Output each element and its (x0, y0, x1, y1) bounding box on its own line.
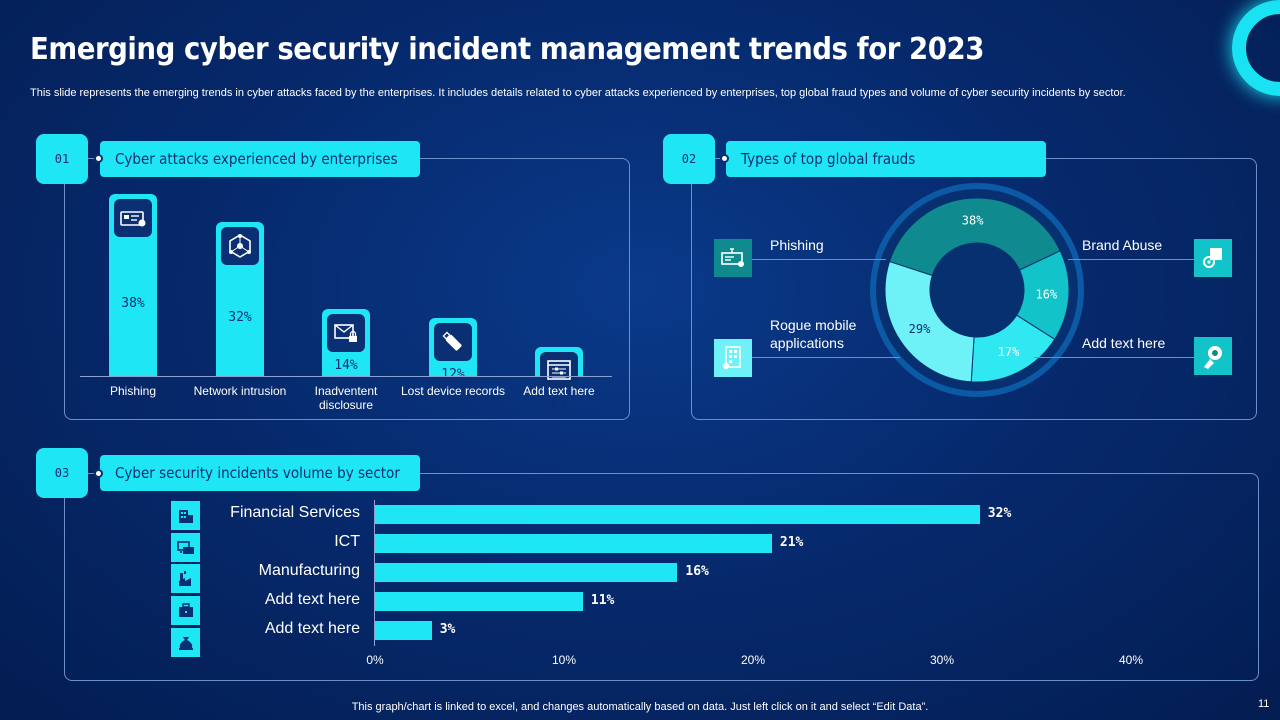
chart1-value-label: 14% (334, 357, 358, 373)
brand-abuse-icon (1194, 239, 1232, 277)
fraud-leader-line (752, 357, 900, 358)
chart3-bar (375, 534, 772, 553)
fraud-label: Phishing (770, 237, 824, 253)
chart1-value-label: 38% (121, 295, 145, 311)
chart3-bar (375, 621, 432, 640)
panel-global-frauds (691, 158, 1257, 420)
heading-dot (94, 154, 103, 163)
bank-icon (171, 501, 200, 530)
chart3-x-tick: 0% (366, 653, 384, 667)
fraud-label: Brand Abuse (1082, 237, 1163, 253)
chart1-category-label: Lost device records (400, 384, 506, 398)
chart3-category-label: ICT (334, 533, 360, 550)
chart3-value-label: 16% (685, 564, 709, 579)
section-number-01: 01 (36, 134, 88, 184)
chart3-value-label: 21% (779, 535, 804, 550)
fraud-label: Add text here (1082, 335, 1166, 351)
heading-dot (94, 469, 103, 478)
chart3-value-label: 3% (439, 622, 456, 637)
section-heading-01: Cyber attacks experienced by enterprises (100, 141, 420, 177)
computer-icon (171, 533, 200, 562)
briefcase-icon (171, 596, 200, 625)
section-number-02: 02 (663, 134, 715, 184)
chart1-category-label: Inadventent disclosure (314, 384, 378, 412)
decorative-ring (1232, 0, 1280, 96)
page-title: Emerging cyber security incident managem… (30, 32, 984, 67)
chart3-category-label: Manufacturing (258, 562, 360, 579)
chart3-axis-line (374, 500, 375, 646)
chart1-category-label: Add text here (523, 384, 595, 398)
chart3-x-tick: 20% (740, 653, 766, 667)
panel-sector-incidents (64, 473, 1259, 681)
usb-drive-icon (434, 323, 472, 362)
fraud-label: Rogue mobile applications (770, 317, 857, 351)
chart3-x-tick: 40% (1118, 653, 1144, 667)
chart3-category-label: Add text here (264, 591, 360, 608)
section-heading-03: Cyber security incidents volume by secto… (100, 455, 420, 491)
chart3-x-tick: 30% (929, 653, 955, 667)
chart3-category-label: Financial Services (230, 504, 360, 521)
chart1-value-label: 12% (441, 367, 465, 383)
money-bag-icon (171, 628, 200, 657)
phishing-icon (714, 239, 752, 277)
chart1-value-label: 32% (228, 310, 252, 326)
chart3-value-label: 11% (590, 593, 615, 608)
fraud-leader-line (1068, 259, 1194, 260)
chart3-bar (375, 592, 583, 611)
fraud-leader-line (752, 259, 886, 260)
footer-note: This graph/chart is linked to excel, and… (351, 701, 929, 713)
email-lock-icon (327, 313, 365, 352)
hacker-icon (1194, 337, 1232, 375)
page-number: 11 (1258, 698, 1270, 710)
chart1-category-label: Phishing (109, 384, 157, 398)
chart1-category-label: Network intrusion (193, 384, 287, 398)
heading-dot (720, 154, 729, 163)
chart3-value-label: 32% (987, 506, 1012, 521)
chart3-bar (375, 505, 980, 524)
chart3-category-label: Add text here (264, 620, 360, 637)
chart3-bar (375, 563, 678, 582)
section-number-03: 03 (36, 448, 88, 498)
section-heading-02: Types of top global frauds (726, 141, 1046, 177)
browser-settings-icon (540, 352, 578, 391)
id-card-icon (114, 198, 152, 237)
page-subtitle: This slide represents the emerging trend… (30, 87, 1126, 99)
chart3-x-tick: 10% (551, 653, 577, 667)
network-icon (221, 227, 259, 266)
factory-icon (171, 564, 200, 593)
chart1-axis-line (80, 376, 612, 377)
mobile-app-icon (714, 339, 752, 377)
chart1-value-label: 6% (551, 396, 567, 412)
fraud-leader-line (1034, 357, 1194, 358)
